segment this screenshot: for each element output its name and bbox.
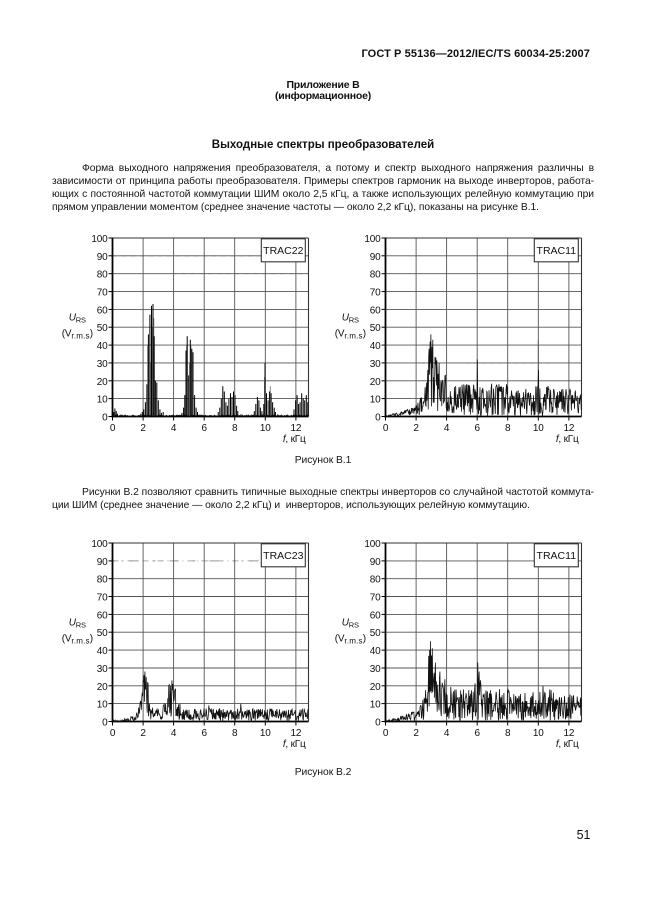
svg-text:70: 70 (97, 593, 108, 604)
svg-text:10: 10 (370, 395, 381, 406)
svg-text:URS: URS (69, 313, 86, 325)
svg-text:0: 0 (383, 728, 389, 739)
svg-text:TRAC11: TRAC11 (537, 550, 577, 562)
svg-text:6: 6 (475, 423, 481, 434)
svg-text:0: 0 (375, 718, 381, 729)
svg-text:40: 40 (370, 341, 381, 352)
svg-text:30: 30 (97, 664, 108, 675)
svg-text:40: 40 (97, 646, 108, 657)
svg-text:30: 30 (370, 359, 381, 370)
svg-text:10: 10 (533, 728, 544, 739)
svg-text:50: 50 (370, 323, 381, 334)
svg-text:f, кГц: f, кГц (283, 739, 306, 750)
svg-text:2: 2 (140, 728, 146, 739)
svg-text:12: 12 (291, 423, 302, 434)
svg-text:0: 0 (102, 413, 108, 424)
svg-text:12: 12 (564, 728, 575, 739)
svg-text:8: 8 (505, 423, 511, 434)
svg-text:TRAC22: TRAC22 (263, 245, 303, 257)
svg-text:70: 70 (370, 288, 381, 299)
svg-text:100: 100 (91, 539, 108, 550)
svg-text:10: 10 (97, 395, 108, 406)
svg-text:URS: URS (342, 618, 359, 630)
svg-text:40: 40 (97, 341, 108, 352)
svg-text:URS: URS (342, 313, 359, 325)
svg-text:60: 60 (370, 610, 381, 621)
svg-text:100: 100 (91, 234, 108, 245)
svg-text:20: 20 (97, 377, 108, 388)
svg-text:4: 4 (444, 728, 450, 739)
svg-text:12: 12 (564, 423, 575, 434)
svg-text:8: 8 (232, 423, 238, 434)
svg-text:(Vr.m.s): (Vr.m.s) (335, 634, 366, 646)
svg-text:80: 80 (97, 575, 108, 586)
svg-text:6: 6 (202, 728, 208, 739)
svg-text:100: 100 (364, 234, 381, 245)
svg-text:(Vr.m.s): (Vr.m.s) (335, 329, 366, 341)
svg-text:(Vr.m.s): (Vr.m.s) (62, 634, 93, 646)
svg-text:4: 4 (171, 728, 177, 739)
svg-text:80: 80 (370, 270, 381, 281)
svg-text:100: 100 (364, 539, 381, 550)
svg-text:80: 80 (97, 270, 108, 281)
svg-text:f, кГц: f, кГц (556, 434, 579, 445)
svg-text:90: 90 (370, 557, 381, 568)
svg-text:0: 0 (383, 423, 389, 434)
svg-text:TRAC23: TRAC23 (263, 550, 303, 562)
svg-text:(Vr.m.s): (Vr.m.s) (62, 329, 93, 341)
svg-text:TRAC11: TRAC11 (537, 245, 577, 257)
svg-text:10: 10 (260, 728, 271, 739)
svg-text:70: 70 (370, 593, 381, 604)
svg-text:80: 80 (370, 575, 381, 586)
svg-text:30: 30 (370, 664, 381, 675)
svg-text:0: 0 (375, 413, 381, 424)
svg-text:60: 60 (97, 610, 108, 621)
svg-text:8: 8 (232, 728, 238, 739)
svg-text:8: 8 (505, 728, 511, 739)
svg-text:50: 50 (97, 628, 108, 639)
svg-text:10: 10 (260, 423, 271, 434)
svg-text:4: 4 (171, 423, 177, 434)
svg-text:40: 40 (370, 646, 381, 657)
svg-text:10: 10 (370, 700, 381, 711)
svg-text:f, кГц: f, кГц (556, 739, 579, 750)
svg-text:6: 6 (475, 728, 481, 739)
svg-text:10: 10 (533, 423, 544, 434)
svg-text:20: 20 (370, 682, 381, 693)
svg-text:10: 10 (97, 700, 108, 711)
svg-text:6: 6 (202, 423, 208, 434)
svg-text:60: 60 (97, 305, 108, 316)
svg-text:4: 4 (444, 423, 450, 434)
svg-text:50: 50 (97, 323, 108, 334)
svg-text:2: 2 (413, 423, 419, 434)
svg-text:0: 0 (110, 728, 116, 739)
svg-text:20: 20 (97, 682, 108, 693)
svg-text:90: 90 (97, 252, 108, 263)
svg-text:0: 0 (102, 718, 108, 729)
svg-text:f, кГц: f, кГц (283, 434, 306, 445)
svg-text:12: 12 (291, 728, 302, 739)
svg-text:2: 2 (140, 423, 146, 434)
svg-text:20: 20 (370, 377, 381, 388)
svg-text:2: 2 (413, 728, 419, 739)
svg-text:50: 50 (370, 628, 381, 639)
svg-text:90: 90 (97, 557, 108, 568)
svg-text:60: 60 (370, 305, 381, 316)
svg-text:30: 30 (97, 359, 108, 370)
svg-text:URS: URS (69, 618, 86, 630)
svg-text:90: 90 (370, 252, 381, 263)
svg-text:0: 0 (110, 423, 116, 434)
svg-text:70: 70 (97, 288, 108, 299)
